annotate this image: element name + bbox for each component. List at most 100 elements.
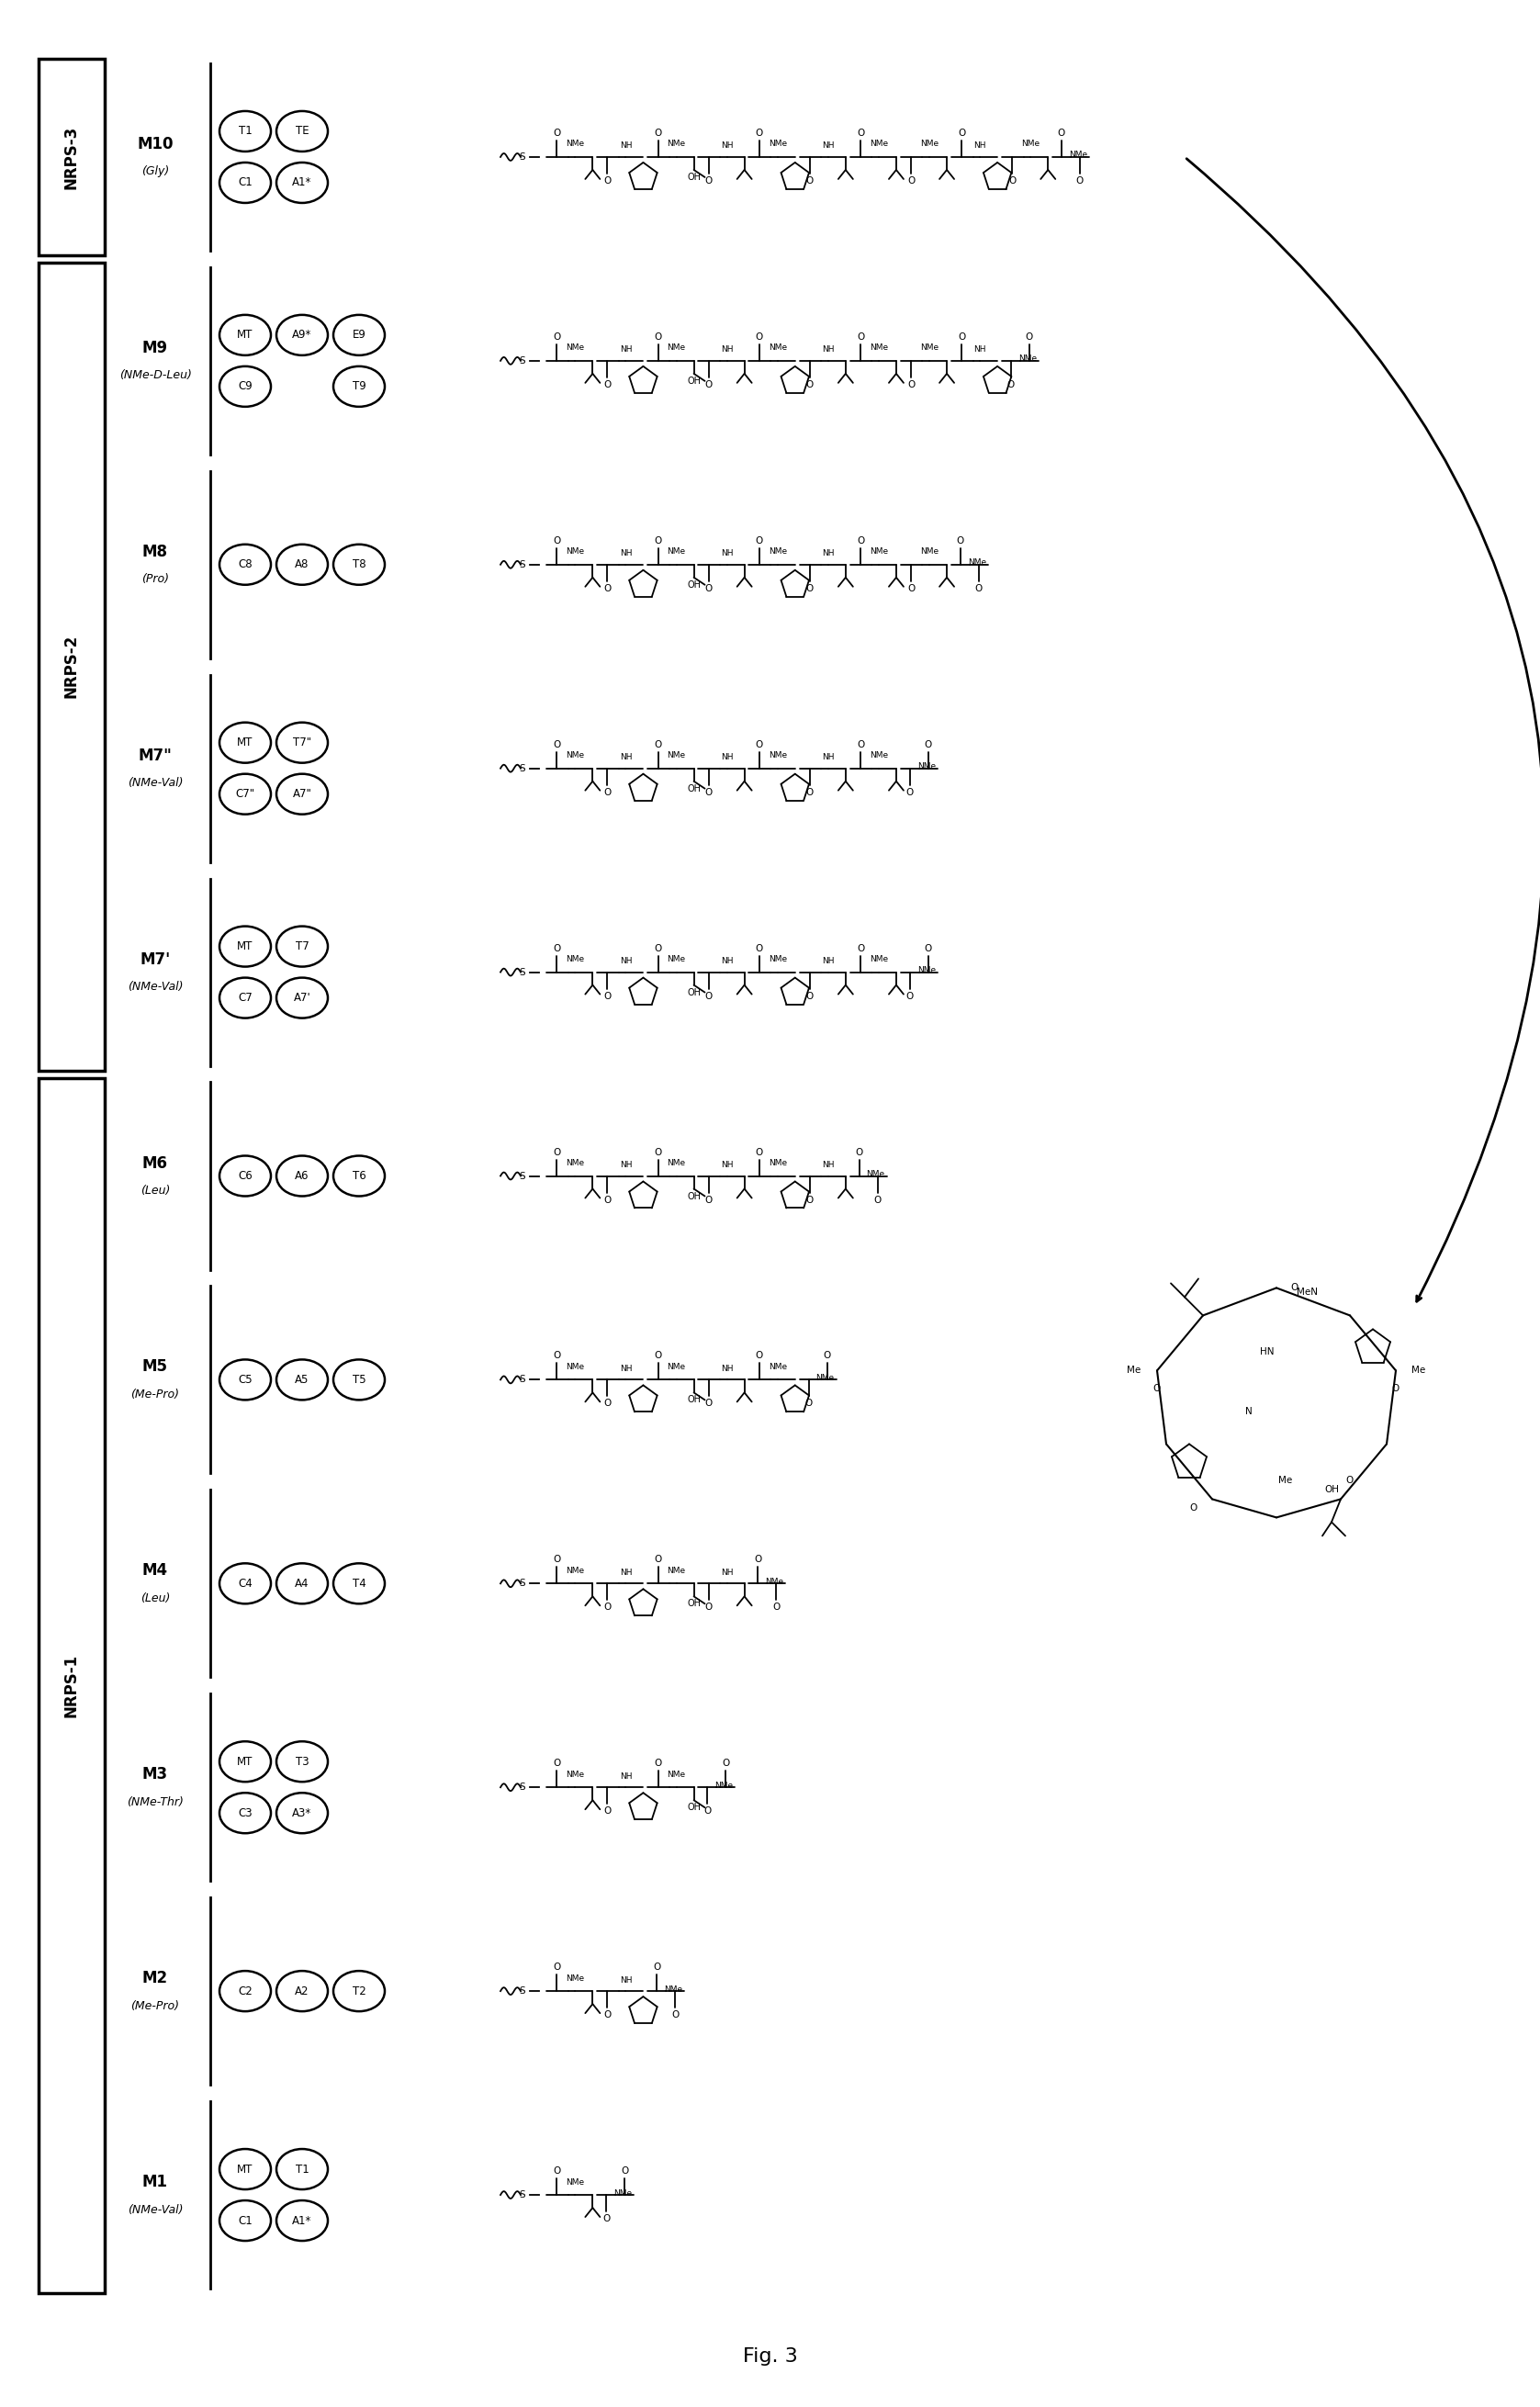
Text: O: O: [956, 537, 964, 546]
Text: T3: T3: [296, 1755, 310, 1767]
Text: NMe: NMe: [1021, 140, 1040, 149]
Text: O: O: [805, 1398, 813, 1408]
Text: O: O: [553, 128, 561, 137]
Text: C7": C7": [236, 787, 256, 799]
Text: O: O: [805, 787, 813, 797]
Text: A6: A6: [296, 1170, 310, 1182]
Ellipse shape: [276, 544, 328, 585]
Text: OH: OH: [687, 1803, 701, 1812]
Text: T2: T2: [353, 1986, 367, 1998]
Text: NH: NH: [619, 753, 631, 761]
Text: A1*: A1*: [293, 176, 313, 188]
Text: MT: MT: [237, 941, 253, 953]
Text: NMe: NMe: [870, 546, 889, 556]
Text: NH: NH: [619, 1976, 631, 1983]
Text: (NMe-D-Leu): (NMe-D-Leu): [119, 371, 191, 380]
Ellipse shape: [220, 315, 271, 356]
Text: A4: A4: [296, 1577, 310, 1589]
Text: NH: NH: [619, 958, 631, 965]
Text: T1: T1: [239, 125, 253, 137]
Text: O: O: [654, 1760, 662, 1769]
Text: O: O: [705, 992, 713, 1001]
Text: M7": M7": [139, 746, 172, 763]
Text: M7': M7': [140, 951, 171, 968]
Text: NMe: NMe: [916, 965, 935, 975]
Text: O: O: [805, 176, 813, 185]
Text: NH: NH: [721, 1569, 733, 1577]
Text: O: O: [856, 537, 864, 546]
Text: NH: NH: [619, 1160, 631, 1170]
Ellipse shape: [333, 1360, 385, 1401]
Text: S: S: [519, 1172, 525, 1179]
Text: O: O: [756, 537, 762, 546]
Text: S: S: [519, 1579, 525, 1589]
Text: OH: OH: [687, 987, 701, 996]
Text: NMe: NMe: [768, 1362, 787, 1372]
Text: NH: NH: [822, 549, 835, 558]
Text: O: O: [924, 944, 932, 953]
Ellipse shape: [276, 1562, 328, 1603]
Ellipse shape: [220, 927, 271, 968]
Text: S: S: [519, 2190, 525, 2200]
Text: O: O: [654, 944, 662, 953]
Text: NMe: NMe: [768, 956, 787, 963]
Text: C4: C4: [239, 1577, 253, 1589]
Text: S: S: [519, 1374, 525, 1384]
Text: O: O: [907, 585, 915, 592]
Bar: [38, 58, 105, 255]
Text: NMe: NMe: [870, 344, 889, 351]
Text: NRPS-3: NRPS-3: [63, 125, 80, 188]
Text: O: O: [705, 787, 713, 797]
Text: A3*: A3*: [293, 1808, 313, 1820]
Ellipse shape: [276, 927, 328, 968]
Text: C8: C8: [239, 558, 253, 570]
Text: O: O: [856, 739, 864, 749]
Text: O: O: [705, 1196, 713, 1204]
Text: NMe: NMe: [565, 2178, 584, 2186]
Text: NH: NH: [721, 347, 733, 354]
Ellipse shape: [220, 1155, 271, 1196]
Text: C2: C2: [239, 1986, 253, 1998]
Ellipse shape: [276, 775, 328, 814]
Ellipse shape: [220, 977, 271, 1018]
Text: NH: NH: [721, 1160, 733, 1170]
Text: O: O: [553, 1555, 561, 1565]
Text: O: O: [805, 380, 813, 390]
Text: T6: T6: [353, 1170, 367, 1182]
Ellipse shape: [220, 111, 271, 152]
Ellipse shape: [276, 1740, 328, 1781]
Text: O: O: [805, 1196, 813, 1204]
Text: OH: OH: [687, 1191, 701, 1201]
Text: O: O: [805, 992, 813, 1001]
Text: NMe: NMe: [565, 546, 584, 556]
Text: OH: OH: [687, 1598, 701, 1608]
Text: NH: NH: [822, 1160, 835, 1170]
Text: O: O: [553, 1760, 561, 1769]
Text: OH: OH: [687, 1396, 701, 1406]
Text: O: O: [1153, 1384, 1161, 1394]
Text: NMe: NMe: [870, 140, 889, 149]
Text: O: O: [975, 585, 983, 592]
Text: O: O: [756, 128, 762, 137]
Text: O: O: [604, 1808, 611, 1815]
Text: O: O: [604, 176, 611, 185]
Ellipse shape: [220, 2200, 271, 2241]
Text: O: O: [958, 332, 966, 342]
Text: (NMe-Thr): (NMe-Thr): [126, 1796, 183, 1808]
Ellipse shape: [220, 366, 271, 407]
Text: NMe: NMe: [565, 140, 584, 149]
Text: C6: C6: [239, 1170, 253, 1182]
Text: A7': A7': [294, 992, 311, 1004]
Text: NRPS-1: NRPS-1: [63, 1654, 80, 1716]
Text: S: S: [519, 763, 525, 773]
Text: Me: Me: [1127, 1365, 1141, 1374]
Ellipse shape: [276, 164, 328, 202]
Text: N: N: [1246, 1408, 1252, 1415]
Text: O: O: [1026, 332, 1033, 342]
Text: O: O: [805, 585, 813, 592]
Text: C3: C3: [239, 1808, 253, 1820]
Text: Me: Me: [1412, 1365, 1426, 1374]
Text: MT: MT: [237, 2164, 253, 2176]
Text: NMe: NMe: [667, 344, 685, 351]
Text: OH: OH: [1324, 1485, 1338, 1495]
